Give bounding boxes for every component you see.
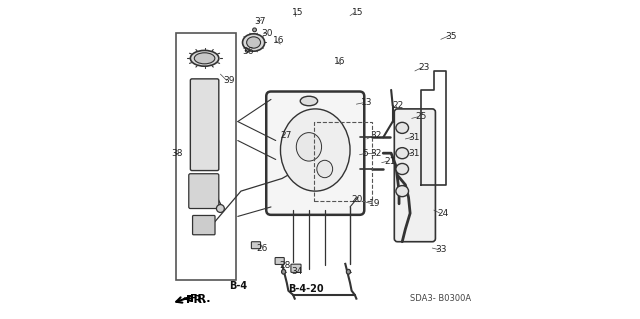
Text: 31: 31 (408, 149, 420, 158)
Text: B-4-20: B-4-20 (288, 284, 324, 294)
FancyBboxPatch shape (394, 109, 435, 242)
Ellipse shape (280, 109, 350, 191)
Ellipse shape (282, 269, 285, 274)
Text: SDA3- B0300A: SDA3- B0300A (410, 294, 471, 303)
Ellipse shape (195, 53, 215, 64)
FancyBboxPatch shape (275, 257, 284, 264)
Ellipse shape (396, 148, 408, 159)
Text: 15: 15 (351, 8, 363, 17)
Text: 23: 23 (418, 63, 429, 72)
Text: 39: 39 (223, 76, 235, 85)
Text: 22: 22 (393, 101, 404, 110)
Text: 35: 35 (445, 32, 456, 41)
Text: 34: 34 (291, 267, 302, 276)
Text: 20: 20 (351, 195, 363, 204)
Text: FR.: FR. (186, 295, 206, 305)
Text: 33: 33 (435, 245, 447, 254)
Ellipse shape (216, 204, 225, 212)
Text: 37: 37 (255, 18, 266, 26)
FancyBboxPatch shape (252, 242, 260, 249)
FancyBboxPatch shape (291, 264, 301, 272)
Bar (314, 122, 372, 201)
Text: FR.: FR. (185, 293, 211, 304)
Ellipse shape (317, 160, 333, 178)
Text: 32: 32 (371, 149, 382, 158)
Ellipse shape (190, 50, 219, 66)
Text: 38: 38 (172, 149, 183, 158)
Ellipse shape (253, 28, 257, 32)
Ellipse shape (346, 269, 351, 274)
Text: 25: 25 (415, 112, 426, 121)
Text: 13: 13 (361, 98, 372, 107)
Text: 19: 19 (369, 199, 381, 208)
FancyBboxPatch shape (190, 79, 219, 171)
Text: 28: 28 (280, 261, 291, 270)
Ellipse shape (396, 163, 408, 174)
Text: 15: 15 (292, 8, 303, 17)
FancyBboxPatch shape (193, 215, 215, 235)
Text: 21: 21 (385, 157, 396, 166)
FancyBboxPatch shape (189, 174, 219, 209)
FancyBboxPatch shape (266, 92, 364, 215)
Text: 27: 27 (280, 131, 292, 140)
Ellipse shape (246, 37, 260, 48)
Text: 36: 36 (243, 48, 254, 56)
Ellipse shape (296, 133, 321, 161)
Text: 32: 32 (370, 131, 381, 140)
Text: 24: 24 (437, 209, 448, 218)
Ellipse shape (396, 122, 408, 133)
Text: 31: 31 (408, 133, 420, 142)
Ellipse shape (243, 34, 265, 51)
Bar (176, 33, 236, 280)
Text: 16: 16 (334, 57, 346, 66)
Text: 30: 30 (262, 28, 273, 38)
Ellipse shape (300, 96, 317, 106)
Ellipse shape (245, 48, 249, 52)
Text: 26: 26 (257, 243, 268, 253)
Text: B-4: B-4 (228, 281, 247, 291)
Ellipse shape (396, 186, 408, 197)
Text: 16: 16 (273, 36, 284, 45)
Text: 5: 5 (363, 149, 369, 158)
